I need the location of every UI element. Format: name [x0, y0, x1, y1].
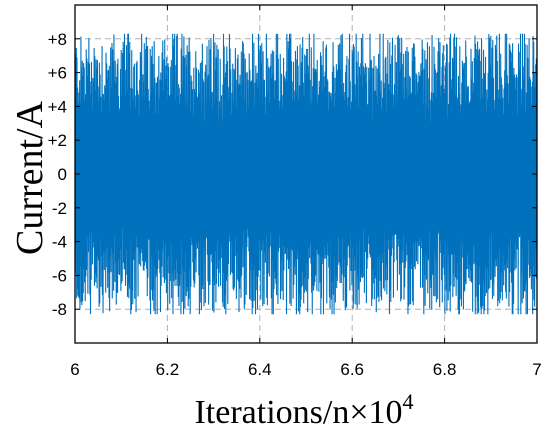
- x-axis: 6 6.2 6.4 6.6 6.8 7: [70, 5, 542, 379]
- y-tick-label: +6: [48, 64, 67, 83]
- x-tick-label: 6.4: [248, 360, 272, 379]
- current-series-line: [74, 33, 538, 315]
- y-tick-label: +2: [48, 131, 67, 150]
- current-series: [74, 33, 538, 315]
- y-tick-label: -6: [52, 266, 67, 285]
- x-axis-label-exponent: 4: [403, 389, 414, 414]
- y-axis-label: Current/A: [9, 100, 51, 255]
- x-axis-label: Iterations/n×104: [194, 389, 413, 431]
- y-axis: +8 +6 +4 +2 0 -2 -4 -6 -8: [48, 30, 537, 319]
- x-axis-label-text: Iterations/n×10: [194, 394, 402, 431]
- y-tick-label: +4: [48, 97, 67, 116]
- x-tick-label: 6.6: [340, 360, 364, 379]
- x-tick-label: 6.8: [433, 360, 457, 379]
- y-tick-label: -2: [52, 199, 67, 218]
- x-tick-label: 6: [70, 360, 79, 379]
- x-tick-label: 6.2: [156, 360, 180, 379]
- y-tick-label: 0: [58, 165, 67, 184]
- y-tick-label: -4: [52, 233, 67, 252]
- y-tick-label: -8: [52, 300, 67, 319]
- x-tick-label: 7: [532, 360, 541, 379]
- y-tick-label: +8: [48, 30, 67, 49]
